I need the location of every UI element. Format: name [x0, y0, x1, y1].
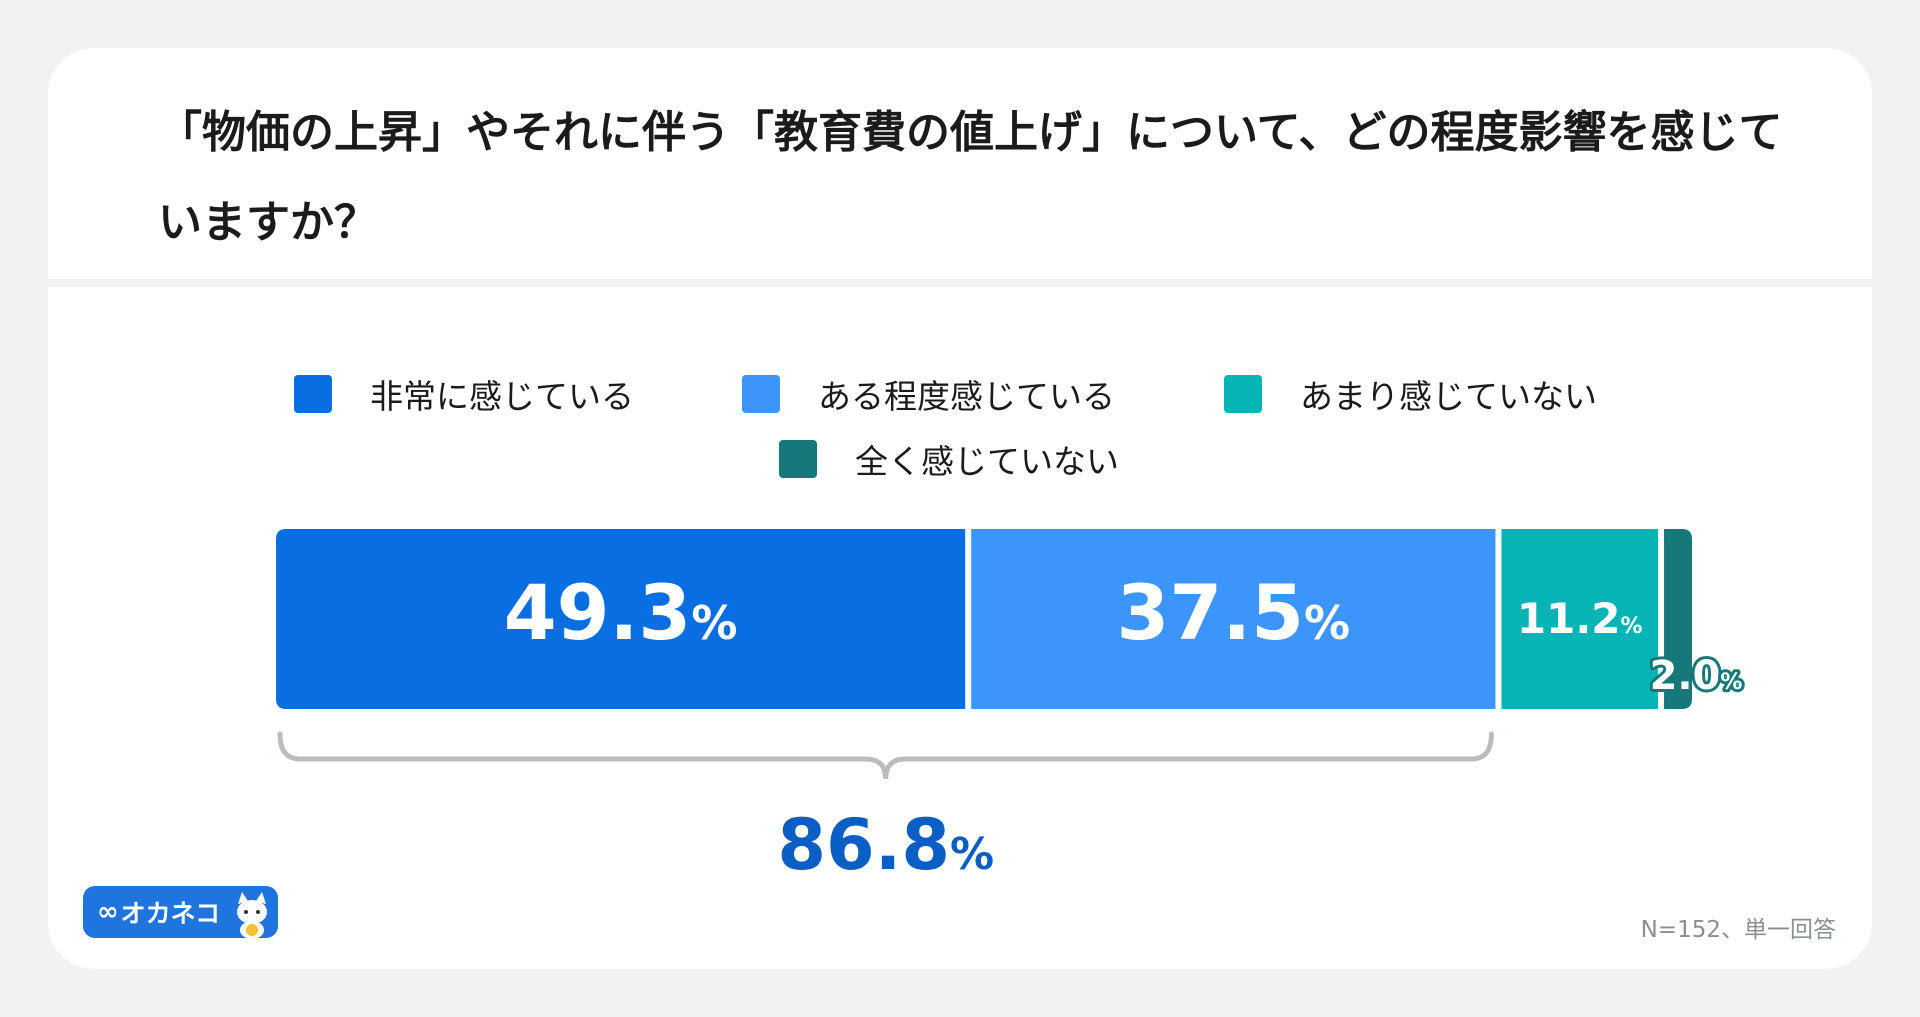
sample-footnote: N=152、単一回答: [1640, 917, 1836, 943]
brand-name: オカネコ: [120, 899, 221, 928]
legend-swatch-very: [294, 375, 332, 413]
value-label-somewhat: 37.5%: [1117, 568, 1351, 657]
sum-bracket: [277, 731, 1494, 780]
cat-mascot-icon: [237, 892, 267, 938]
legend-label-somewhat: ある程度感じている: [818, 377, 1115, 416]
legend-label-very: 非常に感じている: [370, 377, 634, 416]
sum-total-label: 86.8%: [777, 804, 994, 886]
value-label-notmuch: 11.2%: [1517, 594, 1643, 643]
legend-swatch-notmuch: [1224, 375, 1262, 413]
bar-segment-notatall: [1664, 529, 1692, 709]
legend-item-somewhat: ある程度感じている: [742, 370, 1115, 418]
legend-label-notatall: 全く感じていない: [855, 442, 1119, 481]
chart-title: 「物価の上昇」やそれに伴う「教育費の値上げ」について、どの程度影響を感じています…: [158, 107, 1783, 248]
bar-segment-notmuch: [1501, 529, 1659, 709]
infinity-icon: ∞: [97, 897, 119, 927]
bar-segment-somewhat: [971, 529, 1496, 709]
chart-card: 「物価の上昇」やそれに伴う「教育費の値上げ」について、どの程度影響を感じています…: [48, 48, 1872, 969]
legend-swatch-somewhat: [742, 375, 780, 413]
legend-label-notmuch: あまり感じていない: [1300, 377, 1597, 416]
title-divider: [48, 279, 1872, 287]
value-label-very: 49.3%: [504, 568, 738, 657]
legend-item-notmuch: あまり感じていない: [1224, 370, 1597, 418]
legend-item-very: 非常に感じている: [294, 370, 634, 418]
legend: 非常に感じている ある程度感じている あまり感じていない 全く感じていない: [48, 48, 1872, 969]
stacked-bar-chart: 49.3% 37.5% 11.2%2.0% 86.8%: [276, 529, 1745, 886]
brand-logo: ∞ オカネコ: [83, 886, 278, 938]
legend-item-notatall: 全く感じていない: [779, 435, 1119, 483]
bar-segment-very: [276, 529, 966, 709]
legend-swatch-notatall: [779, 440, 817, 478]
value-label-notatall: 2.0%: [1650, 653, 1743, 699]
